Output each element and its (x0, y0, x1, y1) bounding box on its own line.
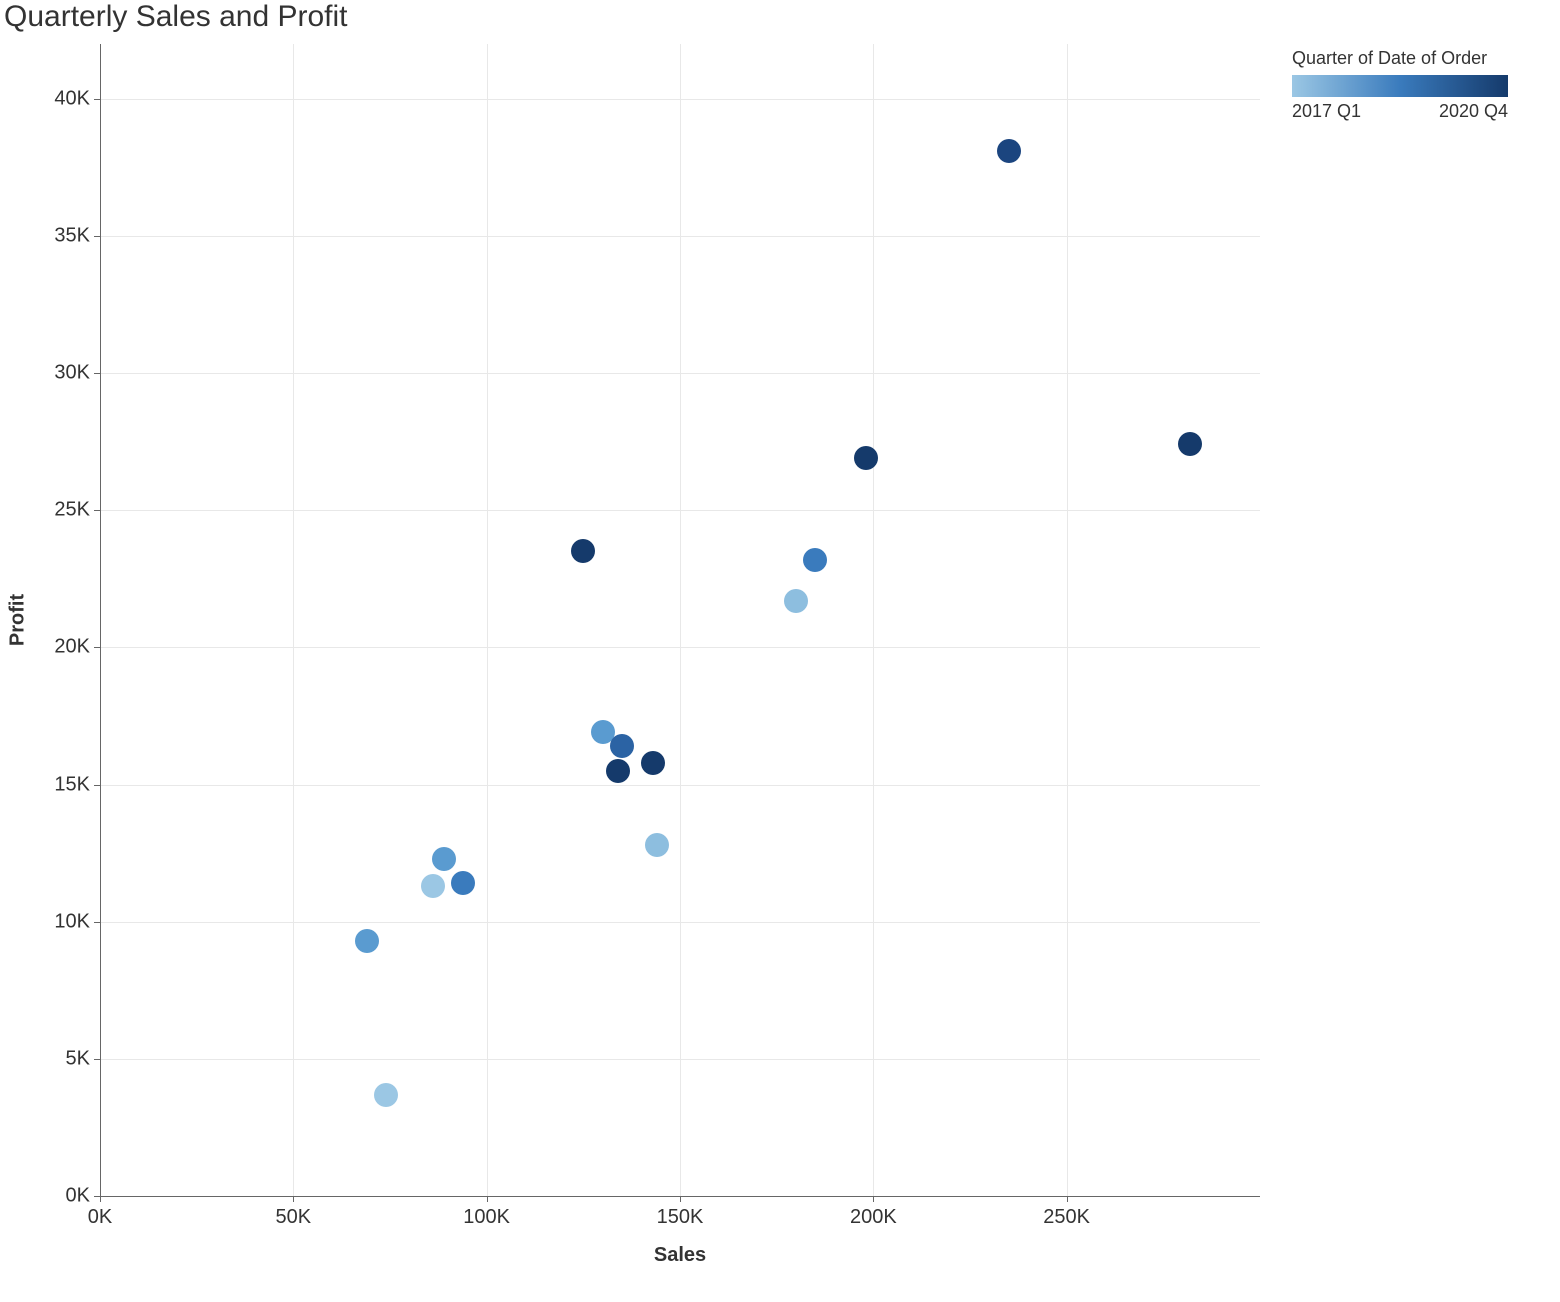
data-point[interactable] (854, 446, 878, 470)
data-point[interactable] (997, 139, 1021, 163)
x-tick-label: 100K (463, 1206, 510, 1229)
data-point[interactable] (641, 751, 665, 775)
y-tick-label: 25K (54, 499, 90, 522)
y-tick-label: 20K (54, 636, 90, 659)
legend: Quarter of Date of Order 2017 Q1 2020 Q4 (1292, 48, 1508, 122)
data-point[interactable] (784, 589, 808, 613)
data-point[interactable] (571, 539, 595, 563)
data-point[interactable] (803, 548, 827, 572)
chart-container: Quarterly Sales and Profit 0K5K10K15K20K… (0, 0, 1560, 1302)
y-tick-label: 30K (54, 362, 90, 385)
data-point[interactable] (374, 1083, 398, 1107)
legend-scale-start: 2017 Q1 (1292, 101, 1361, 122)
gridline-vertical (873, 44, 874, 1196)
legend-scale-labels: 2017 Q1 2020 Q4 (1292, 101, 1508, 122)
gridline-vertical (487, 44, 488, 1196)
gridline-vertical (1067, 44, 1068, 1196)
x-tick-label: 200K (850, 1206, 897, 1229)
data-point[interactable] (610, 734, 634, 758)
data-point[interactable] (421, 874, 445, 898)
plot-area: 0K5K10K15K20K25K30K35K40K0K50K100K150K20… (100, 44, 1260, 1196)
x-axis-line (100, 1196, 1260, 1197)
data-point[interactable] (606, 759, 630, 783)
x-tick-label: 250K (1043, 1206, 1090, 1229)
y-tick-label: 15K (54, 773, 90, 796)
x-tick-label: 0K (88, 1206, 112, 1229)
chart-title: Quarterly Sales and Profit (4, 0, 348, 34)
x-axis-label: Sales (654, 1244, 706, 1267)
x-tick-label: 50K (276, 1206, 312, 1229)
gridline-vertical (293, 44, 294, 1196)
data-point[interactable] (645, 833, 669, 857)
y-tick-label: 0K (66, 1185, 90, 1208)
y-axis-line (100, 44, 101, 1196)
y-tick-label: 40K (54, 87, 90, 110)
legend-title: Quarter of Date of Order (1292, 48, 1508, 69)
y-tick-label: 5K (66, 1047, 90, 1070)
legend-scale-end: 2020 Q4 (1439, 101, 1508, 122)
legend-gradient (1292, 75, 1508, 97)
y-tick-label: 10K (54, 910, 90, 933)
data-point[interactable] (1178, 432, 1202, 456)
data-point[interactable] (451, 871, 475, 895)
y-axis-label: Profit (7, 594, 30, 646)
y-tick-label: 35K (54, 225, 90, 248)
data-point[interactable] (355, 929, 379, 953)
x-tick-label: 150K (657, 1206, 704, 1229)
gridline-vertical (680, 44, 681, 1196)
data-point[interactable] (432, 847, 456, 871)
